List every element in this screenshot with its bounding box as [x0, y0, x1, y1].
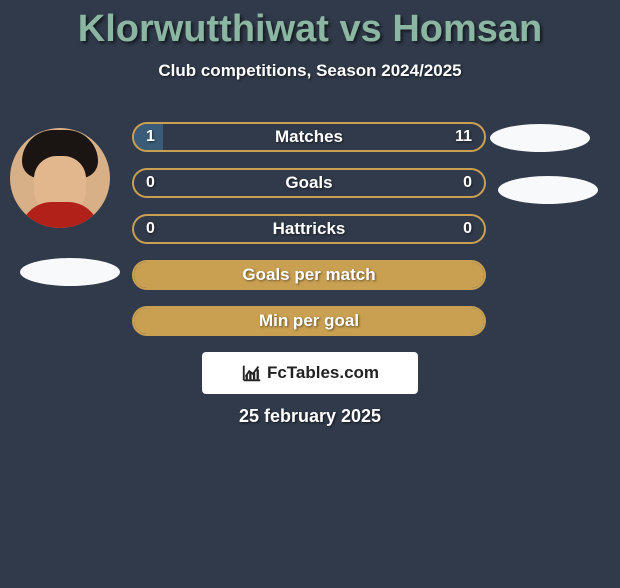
stat-bar: Min per goal [132, 306, 486, 336]
team-badge-left [20, 258, 120, 286]
brand-text: FcTables.com [267, 363, 379, 383]
brand-badge: FcTables.com [202, 352, 418, 394]
stat-bar: Goals per match [132, 260, 486, 290]
stat-label: Matches [134, 124, 484, 150]
page-title: Klorwutthiwat vs Homsan [0, 8, 620, 51]
stat-label: Goals per match [134, 262, 484, 288]
chart-icon [241, 362, 263, 384]
player-badge-right [490, 124, 590, 152]
stat-label: Hattricks [134, 216, 484, 242]
comparison-bars: 111Matches 00Goals 00Hattricks Goals per ma… [132, 122, 486, 352]
stat-label: Min per goal [134, 308, 484, 334]
stat-bar: 00Goals [132, 168, 486, 198]
team-badge-right [498, 176, 598, 204]
stat-label: Goals [134, 170, 484, 196]
snapshot-date: 25 february 2025 [0, 406, 620, 427]
page-subtitle: Club competitions, Season 2024/2025 [0, 61, 620, 81]
stat-bar: 111Matches [132, 122, 486, 152]
stat-bar: 00Hattricks [132, 214, 486, 244]
player-avatar-left [10, 128, 110, 228]
